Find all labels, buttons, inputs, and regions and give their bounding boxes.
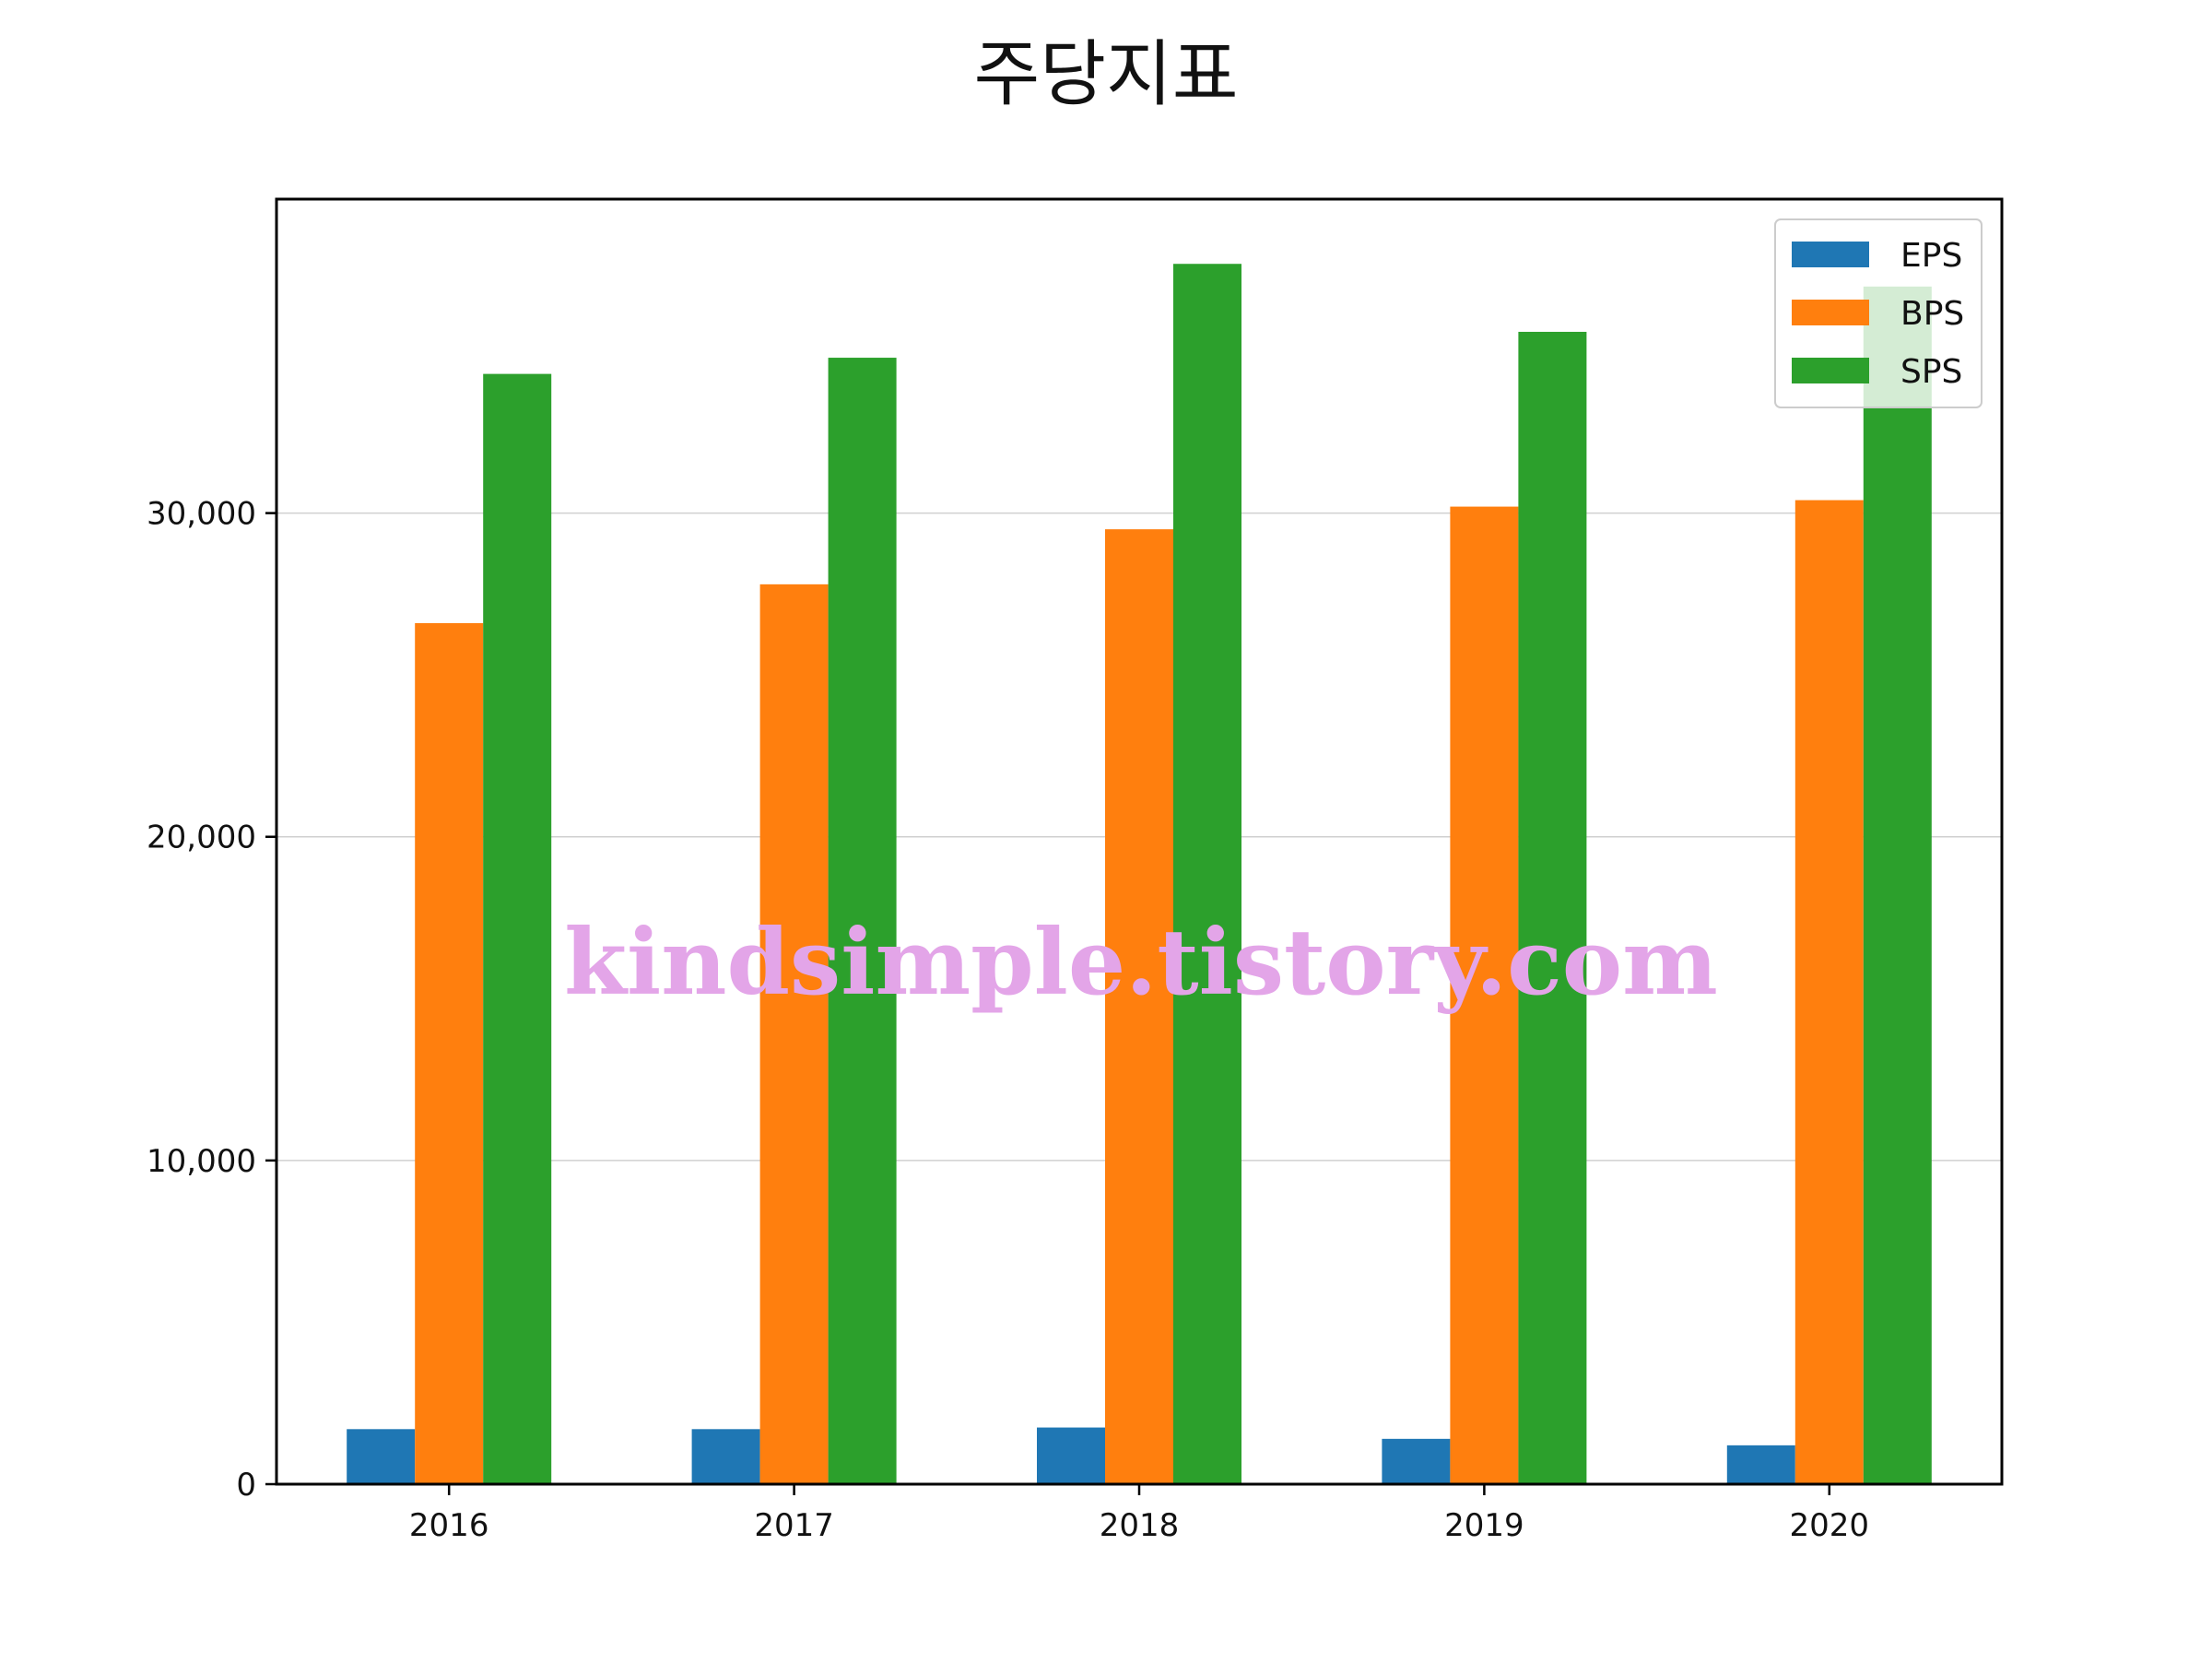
bar-sps-2020 xyxy=(1863,286,1932,1484)
x-tick-label: 2019 xyxy=(1444,1507,1524,1544)
legend: EPS BPS SPS xyxy=(1774,218,1983,408)
legend-swatch-bps xyxy=(1792,300,1869,325)
y-tick-label: 0 xyxy=(236,1467,256,1504)
legend-label-eps: EPS xyxy=(1900,237,1962,275)
legend-label-sps: SPS xyxy=(1900,353,1962,391)
x-tick-label: 2018 xyxy=(1100,1507,1180,1544)
bar-eps-2016 xyxy=(347,1429,416,1484)
bar-bps-2019 xyxy=(1450,506,1519,1484)
bar-eps-2019 xyxy=(1382,1438,1451,1484)
y-tick-label: 20,000 xyxy=(147,820,256,856)
legend-swatch-sps xyxy=(1792,358,1869,383)
y-tick-label: 30,000 xyxy=(147,496,256,533)
x-tick-label: 2016 xyxy=(409,1507,489,1544)
bar-bps-2016 xyxy=(415,622,484,1484)
bar-sps-2018 xyxy=(1173,264,1241,1485)
chart-title: 주당지표 xyxy=(973,33,1239,116)
bar-eps-2018 xyxy=(1037,1427,1105,1484)
bar-sps-2016 xyxy=(483,373,552,1485)
bar-bps-2018 xyxy=(1105,529,1173,1484)
x-tick-label: 2020 xyxy=(1790,1507,1870,1544)
legend-label-bps: BPS xyxy=(1900,295,1964,333)
x-tick-label: 2017 xyxy=(754,1507,834,1544)
legend-swatch-eps xyxy=(1792,242,1869,267)
bars xyxy=(347,264,1932,1485)
y-tick-label: 10,000 xyxy=(147,1143,256,1180)
bar-eps-2017 xyxy=(691,1429,760,1484)
axes: 0 10,000 20,000 30,000 2016 2017 2018 2019 2020 xyxy=(147,496,1869,1544)
bar-eps-2020 xyxy=(1726,1445,1795,1484)
watermark-text: kindsimple.tistory.com xyxy=(564,910,1718,1016)
bar-bps-2020 xyxy=(1794,500,1864,1484)
bar-sps-2019 xyxy=(1518,331,1587,1484)
bar-bps-2017 xyxy=(759,584,829,1484)
bar-sps-2017 xyxy=(828,358,897,1484)
